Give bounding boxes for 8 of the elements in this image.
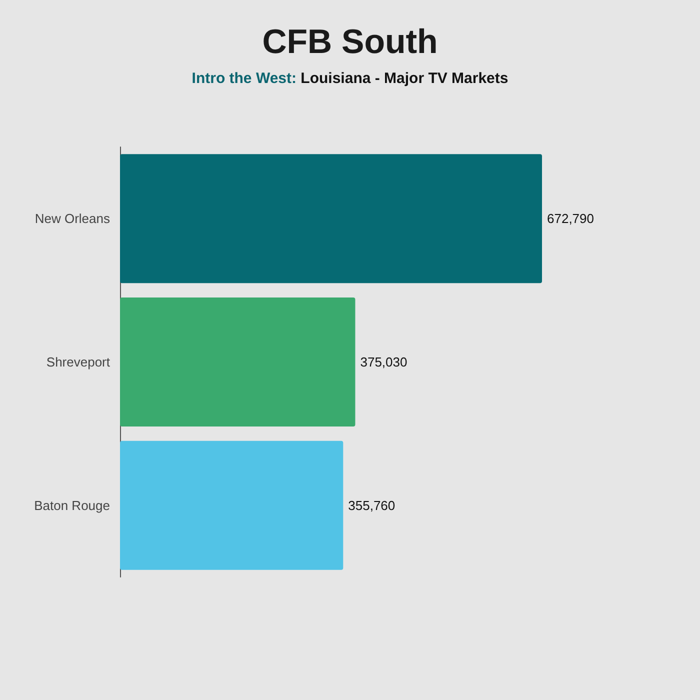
data-label: 375,030	[360, 354, 408, 370]
data-label: 672,790	[547, 211, 594, 226]
y-tick-label: New Orleans	[34, 211, 110, 226]
y-tick-label: Shreveport	[46, 354, 110, 370]
data-label: 355,760	[348, 498, 396, 513]
chart-title: CFB South	[262, 23, 438, 61]
chart-subtitle: Intro the West: Louisiana - Major TV Markets	[192, 70, 508, 87]
y-tick-label: Baton Rouge	[34, 498, 110, 513]
